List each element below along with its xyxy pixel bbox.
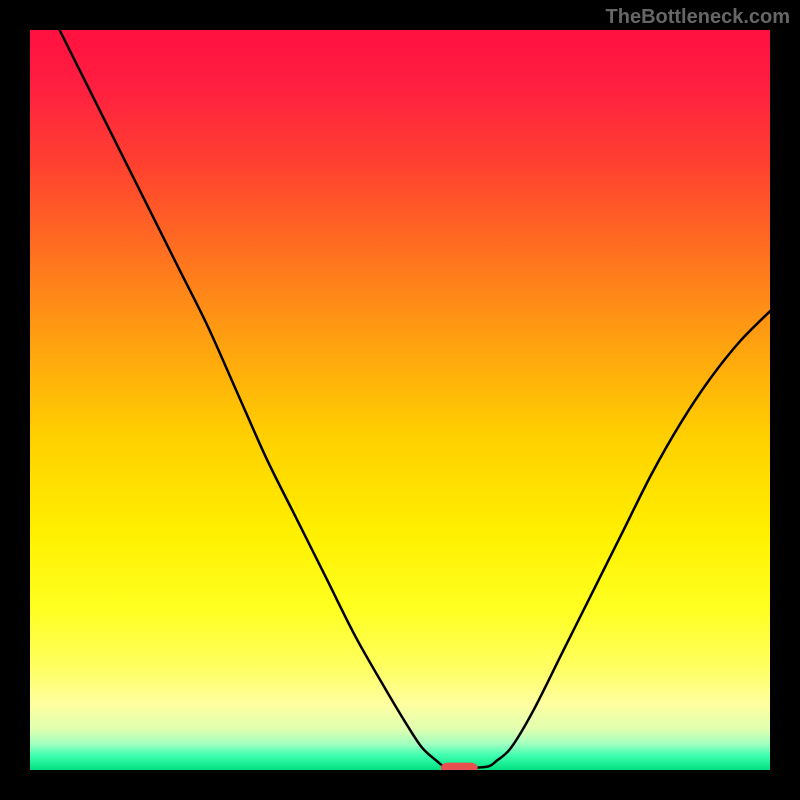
chart-svg <box>30 30 770 770</box>
bottleneck-chart <box>30 30 770 770</box>
optimal-marker <box>441 763 478 770</box>
watermark-text: TheBottleneck.com <box>606 6 790 29</box>
chart-background <box>30 30 770 770</box>
